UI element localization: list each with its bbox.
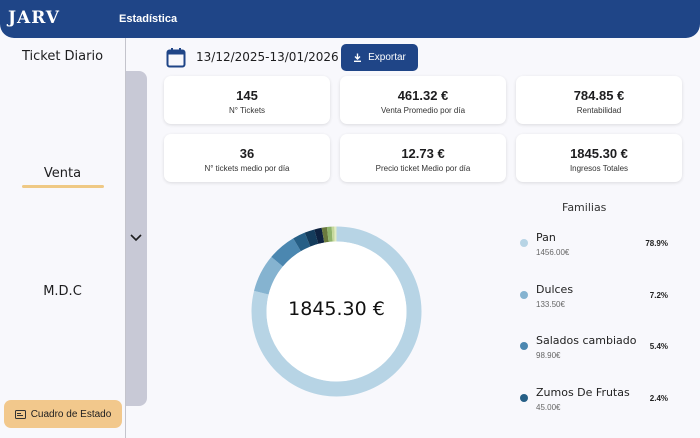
status-dashboard-button[interactable]: Cuadro de Estado bbox=[4, 400, 122, 428]
sidebar-collapse-rail[interactable] bbox=[126, 71, 147, 406]
kpi-value: 461.32 € bbox=[397, 88, 449, 103]
legend-item[interactable]: Dulces 133.50€ 7.2% bbox=[520, 283, 670, 313]
kpi-value: 12.73 € bbox=[401, 146, 445, 161]
donut-center-total: 1845.30 € bbox=[288, 298, 385, 320]
chevron-down-icon[interactable] bbox=[129, 233, 143, 243]
legend-amount: 1456.00€ bbox=[536, 248, 570, 257]
sidebar-item-ticket-diario[interactable]: Ticket Diario bbox=[21, 49, 104, 64]
donut-slice-8[interactable] bbox=[331, 226, 335, 242]
legend-amount: 98.90€ bbox=[536, 351, 561, 360]
legend-percent: 5.4% bbox=[649, 342, 668, 351]
date-range[interactable]: 13/12/2025-13/01/2026 bbox=[196, 50, 339, 64]
legend-name: Zumos De Frutas bbox=[536, 386, 630, 399]
legend-amount: 133.50€ bbox=[536, 300, 565, 309]
kpi-label: Venta Promedio por día bbox=[380, 106, 466, 115]
kpi-label: Precio ticket Medio por día bbox=[375, 164, 471, 173]
app-logo[interactable]: JARV bbox=[8, 8, 60, 28]
kpi-card-precio-medio: 12.73 € Precio ticket Medio por día bbox=[340, 134, 506, 182]
kpi-label: Rentabilidad bbox=[576, 106, 622, 115]
sidebar: Ticket Diario Venta M.D.C Cuadro de Esta… bbox=[0, 38, 126, 438]
legend-item[interactable]: Salados cambiado 98.90€ 5.4% bbox=[520, 334, 670, 364]
donut-slice-4[interactable] bbox=[304, 229, 319, 247]
top-bar: JARV Estadística bbox=[0, 0, 700, 38]
donut-slice-9[interactable] bbox=[334, 226, 337, 242]
sidebar-item-mdc[interactable]: M.D.C bbox=[43, 284, 82, 299]
families-donut-chart bbox=[251, 226, 422, 397]
legend-amount: 45.00€ bbox=[536, 403, 561, 412]
kpi-value: 36 bbox=[239, 146, 255, 161]
legend-percent: 7.2% bbox=[649, 291, 668, 300]
kpi-label: Ingresos Totales bbox=[569, 164, 629, 173]
kpi-card-tickets-medio: 36 N° tickets medio por día bbox=[164, 134, 330, 182]
donut-slice-5[interactable] bbox=[314, 227, 325, 244]
legend-swatch bbox=[520, 394, 528, 402]
legend-name: Dulces bbox=[536, 283, 574, 296]
donut-slice-6[interactable] bbox=[321, 227, 329, 243]
legend-swatch bbox=[520, 239, 528, 247]
kpi-card-rentabilidad: 784.85 € Rentabilidad bbox=[516, 76, 682, 124]
donut-slice-2[interactable] bbox=[271, 238, 301, 267]
donut-slice-7[interactable] bbox=[326, 226, 333, 242]
export-button[interactable]: Exportar bbox=[341, 44, 418, 71]
calendar-icon[interactable] bbox=[166, 47, 186, 68]
kpi-value: 145 bbox=[236, 88, 258, 103]
legend-title: Familias bbox=[562, 201, 607, 214]
kpi-card-tickets: 145 N° Tickets bbox=[164, 76, 330, 124]
download-icon bbox=[354, 53, 362, 62]
legend-percent: 78.9% bbox=[645, 239, 668, 248]
kpi-label: N° Tickets bbox=[228, 106, 266, 115]
export-label: Exportar bbox=[368, 52, 406, 63]
donut-slice-3[interactable] bbox=[293, 232, 311, 252]
legend-percent: 2.4% bbox=[649, 394, 668, 403]
kpi-card-venta-promedio: 461.32 € Venta Promedio por día bbox=[340, 76, 506, 124]
legend-name: Salados cambiado bbox=[536, 334, 637, 347]
legend-item[interactable]: Pan 1456.00€ 78.9% bbox=[520, 231, 670, 261]
status-button-label: Cuadro de Estado bbox=[30, 408, 112, 420]
active-indicator bbox=[22, 185, 104, 188]
donut-hole bbox=[266, 241, 407, 382]
kpi-value: 784.85 € bbox=[573, 88, 625, 103]
kpi-label: N° tickets medio por día bbox=[204, 164, 290, 173]
card-icon bbox=[14, 409, 26, 419]
kpi-card-ingresos: 1845.30 € Ingresos Totales bbox=[516, 134, 682, 182]
kpi-value: 1845.30 € bbox=[570, 146, 628, 161]
legend-swatch bbox=[520, 342, 528, 350]
donut-slice-1[interactable] bbox=[254, 256, 283, 295]
legend-name: Pan bbox=[536, 231, 556, 244]
legend-swatch bbox=[520, 291, 528, 299]
legend-item[interactable]: Zumos De Frutas 45.00€ 2.4% bbox=[520, 386, 670, 416]
page-title: Estadística bbox=[119, 13, 178, 25]
sidebar-item-venta[interactable]: Venta bbox=[43, 166, 82, 181]
